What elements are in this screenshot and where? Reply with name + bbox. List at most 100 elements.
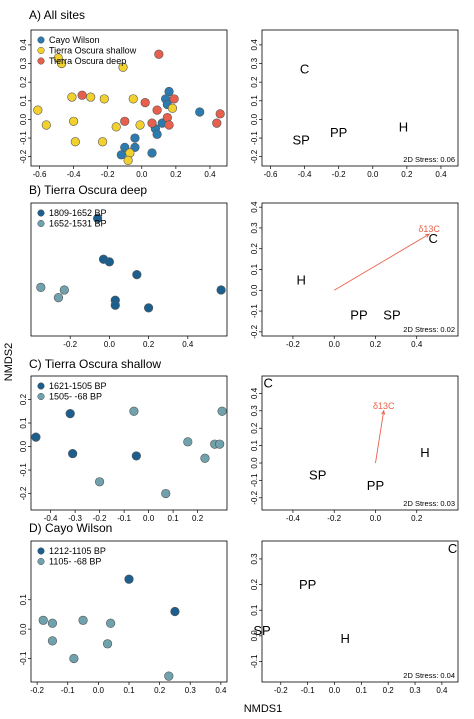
data-point [170,606,180,617]
data-point [216,285,226,295]
scatter-x-tick-label: -0.3 [68,514,82,523]
ordination-x-tick-label: -0.2 [332,170,346,179]
ordination-x-tick-label: 0.2 [411,514,423,523]
scatter-x-tick-label: 0.0 [143,514,155,523]
scatter-y-tick-label: 0.4 [19,39,28,51]
ordination-y-tick-label: -0.2 [250,490,259,504]
scatter-y-tick-label: 0.2 [19,76,28,88]
vector-arrowhead [425,233,431,238]
legend-label: 1621-1505 BP [49,381,107,391]
ordination-x-tick-label: -0.1 [301,686,315,695]
data-point [47,618,58,628]
scatter-x-tick-label: 0.1 [168,514,180,523]
ordination-frame [261,375,459,511]
data-point [65,409,75,419]
vector-arrow [375,410,385,464]
data-point [120,116,130,126]
scatter-y-tick-label: 0.1 [19,417,28,429]
legend-label: 1809-1652 BP [49,208,107,218]
ordination-y-tick-label: 0.4 [250,201,259,213]
data-point [102,639,113,649]
data-point [57,58,67,69]
vector-arrowhead [381,409,386,415]
ordination-y-tick-label: 0.4 [250,387,259,399]
data-point [78,615,88,625]
ordination-label: H [399,119,408,134]
scatter-frame [30,202,228,337]
ordination-x-tick-label: 0.0 [329,686,341,695]
scatter-y-tick-label: 0.1 [19,95,28,107]
data-point [36,282,46,293]
data-point [67,92,77,102]
ordination-label: SP [293,132,310,147]
stress-label: 2D Stress: 0.06 [403,155,455,164]
ordination-y-tick-label: -0.1 [250,131,259,145]
data-point [123,155,133,166]
scatter-x-tick-label: 0.4 [182,340,194,349]
ordination-y-tick-label: 0.3 [250,222,259,234]
legend-marker [37,392,45,401]
legend-marker [37,36,45,44]
ordination-label: C [263,375,272,390]
data-point [131,451,141,461]
data-point [147,118,157,128]
data-point [215,109,225,119]
legend-label: 1505- -68 BP [49,392,102,402]
data-point [169,94,179,104]
scatter-frame [30,29,228,167]
vector-arrow [333,233,430,291]
ordination-label: SP [383,308,400,323]
ordination-y-tick-label: 0.0 [250,284,259,296]
ordination-y-tick-label: 0.4 [250,39,259,51]
data-point [130,133,140,143]
vector-label: δ13C [373,401,395,411]
ordination-x-tick-label: -0.4 [298,170,312,179]
ordination-y-tick-label: 0.3 [250,405,259,417]
data-point [97,137,108,147]
ordination-y-tick-label: 0.2 [250,422,259,434]
legend-marker [37,209,45,217]
panel-1: A) All sites -0.6 -0.4 -0.2 0.0 0.2 0.4 -0.2 -0.… [19,8,459,179]
ordination-y-tick-label: 0.1 [250,95,259,107]
ordination-y-tick-label: 0.0 [250,113,259,125]
data-point [69,116,79,126]
scatter-frame [30,375,228,511]
scatter-x-tick-label: 0.1 [123,686,135,695]
ordination-x-tick-label: 0.0 [370,514,382,523]
ordination-x-tick-label: -0.2 [286,340,300,349]
legend-label: 1105- -68 BP [49,557,101,567]
ordination-y-tick-label: 0.2 [250,76,259,88]
ordination-x-tick-label: 0.2 [370,340,382,349]
data-point [124,574,134,584]
scatter-y-tick-label: -0.1 [19,463,28,477]
data-point [217,406,227,416]
scatter-y-tick-label: -0.1 [19,131,28,145]
data-point [70,137,80,147]
data-point [69,653,79,664]
scatter-x-tick-label: -0.1 [117,514,131,523]
ordination-y-tick-label: 0.1 [250,604,259,616]
legend-label: Tierra Oscura shallow [49,46,137,56]
legend-marker [37,219,45,228]
scatter-x-tick-label: 0.2 [192,514,204,523]
ordination-x-tick-label: 0.0 [329,340,341,349]
data-point [135,120,145,130]
ordination-x-tick-label: -0.4 [286,514,300,523]
data-point [152,129,162,139]
scatter-y-tick-label: 0.0 [19,623,28,635]
data-point [94,477,105,487]
ordination-y-tick-label: -0.1 [250,654,259,668]
ordination-x-tick-label: 0.4 [411,340,423,349]
scatter-x-tick-label: -0.2 [101,170,115,179]
ordination-y-tick-label: 0.3 [250,57,259,69]
ordination-y-tick-label: 0.0 [250,630,259,642]
scatter-x-tick-label: -0.6 [33,170,47,179]
ordination-x-tick-label: -0.2 [327,514,341,523]
x-axis-title: NMDS1 [244,703,283,715]
data-point [116,150,126,160]
scatter-x-tick-label: 0.0 [104,340,116,349]
scatter-x-tick-label: 0.4 [204,170,216,179]
data-point [59,285,69,295]
scatter-x-tick-label: 0.0 [136,170,148,179]
panel-title: C) Tierra Oscura shallow [29,357,161,371]
